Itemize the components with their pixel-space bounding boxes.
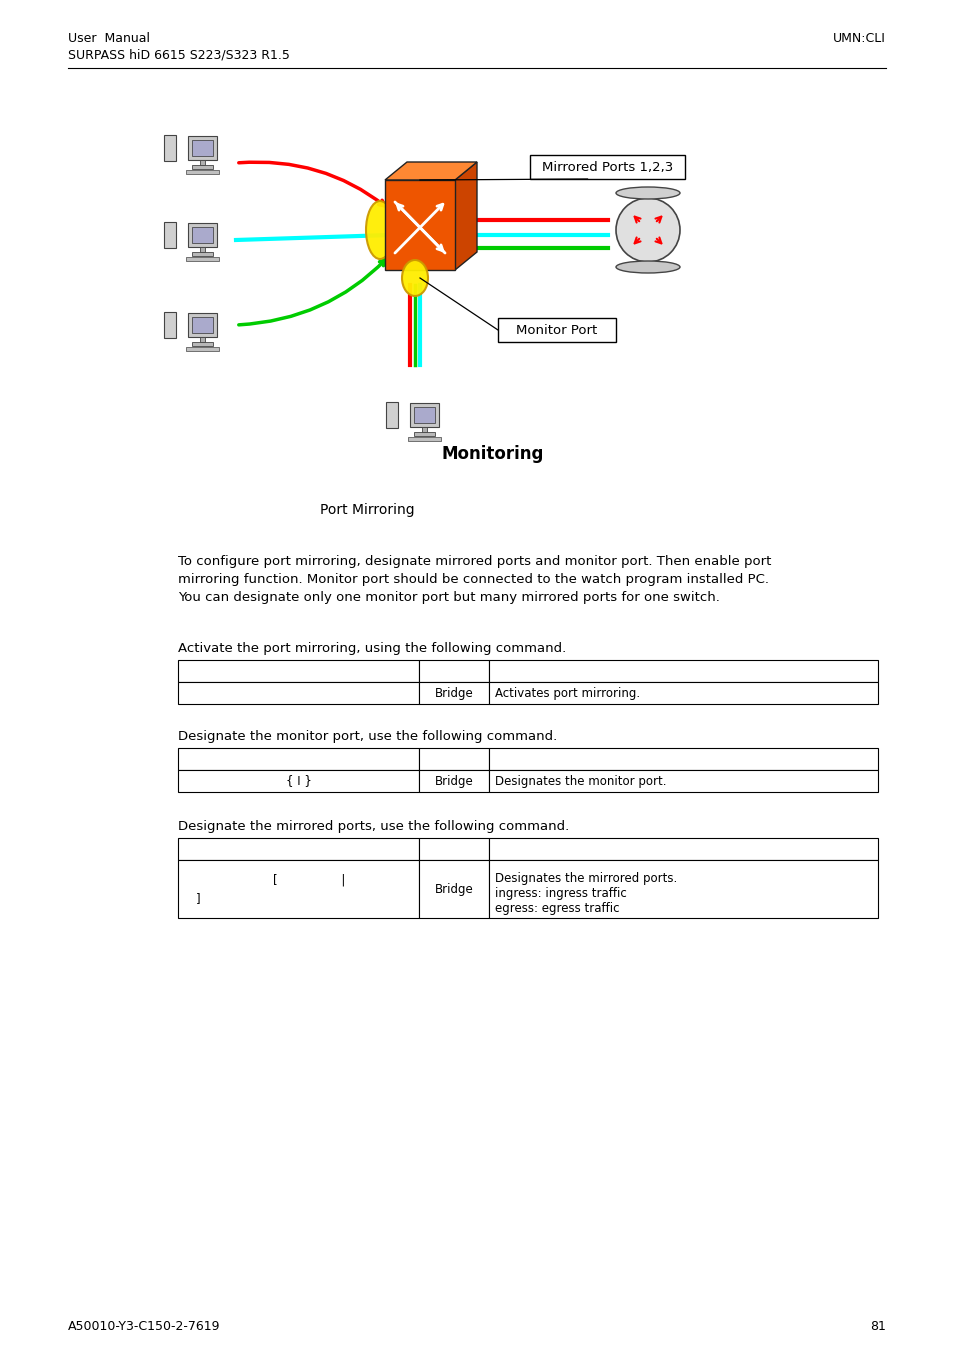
Polygon shape xyxy=(385,162,476,180)
Bar xyxy=(414,432,435,436)
Bar xyxy=(199,159,205,165)
Bar xyxy=(188,136,216,159)
Bar xyxy=(192,227,213,243)
Bar xyxy=(186,170,218,174)
Bar xyxy=(186,256,218,261)
Ellipse shape xyxy=(366,201,394,259)
Bar xyxy=(164,223,176,247)
Bar xyxy=(489,748,877,770)
Circle shape xyxy=(616,198,679,262)
Text: Activate the port mirroring, using the following command.: Activate the port mirroring, using the f… xyxy=(178,643,566,655)
Bar xyxy=(192,140,213,157)
Bar xyxy=(192,317,213,333)
Bar xyxy=(164,312,176,338)
Ellipse shape xyxy=(616,261,679,273)
Bar xyxy=(192,342,213,346)
Text: UMN:CLI: UMN:CLI xyxy=(832,32,885,45)
Bar xyxy=(419,860,489,918)
Bar xyxy=(489,769,877,792)
Bar xyxy=(178,769,419,792)
Polygon shape xyxy=(455,162,476,270)
Text: Bridge: Bridge xyxy=(435,687,474,699)
Bar xyxy=(178,682,419,703)
Bar xyxy=(419,682,489,703)
Bar xyxy=(199,247,205,252)
Text: Port Mirroring: Port Mirroring xyxy=(319,504,415,517)
Bar xyxy=(414,406,435,423)
Text: mirroring function. Monitor port should be connected to the watch program instal: mirroring function. Monitor port should … xyxy=(178,572,768,586)
Text: You can designate only one monitor port but many mirrored ports for one switch.: You can designate only one monitor port … xyxy=(178,591,720,603)
Text: Designate the mirrored ports, use the following command.: Designate the mirrored ports, use the fo… xyxy=(178,819,569,833)
Bar xyxy=(530,155,684,180)
Text: { I }: { I } xyxy=(286,775,312,787)
Bar xyxy=(408,436,440,441)
Text: egress: egress traffic: egress: egress traffic xyxy=(495,902,619,915)
Text: [                 |: [ | xyxy=(273,873,345,887)
Text: Monitoring: Monitoring xyxy=(441,446,544,463)
Text: Monitor Port: Monitor Port xyxy=(516,324,597,338)
Bar xyxy=(497,319,616,342)
Bar xyxy=(164,135,176,161)
Text: Designate the monitor port, use the following command.: Designate the monitor port, use the foll… xyxy=(178,730,557,742)
Bar xyxy=(385,180,455,270)
Text: SURPASS hiD 6615 S223/S323 R1.5: SURPASS hiD 6615 S223/S323 R1.5 xyxy=(68,49,290,61)
Text: ]: ] xyxy=(195,892,200,904)
Ellipse shape xyxy=(401,261,428,296)
Bar xyxy=(199,336,205,342)
Bar xyxy=(192,252,213,255)
Bar xyxy=(178,748,419,770)
Text: 81: 81 xyxy=(869,1320,885,1332)
Text: Designates the mirrored ports.: Designates the mirrored ports. xyxy=(495,872,677,886)
Bar xyxy=(421,427,427,432)
Bar xyxy=(489,660,877,682)
Bar xyxy=(419,769,489,792)
Ellipse shape xyxy=(616,188,679,198)
Bar xyxy=(192,165,213,169)
Bar xyxy=(489,860,877,918)
Text: ingress: ingress traffic: ingress: ingress traffic xyxy=(495,887,626,900)
Bar xyxy=(188,313,216,336)
Bar xyxy=(188,223,216,247)
Bar xyxy=(186,347,218,351)
Bar xyxy=(489,682,877,703)
Text: Designates the monitor port.: Designates the monitor port. xyxy=(495,775,666,787)
Bar xyxy=(410,404,438,427)
Text: Activates port mirroring.: Activates port mirroring. xyxy=(495,687,640,699)
Text: User  Manual: User Manual xyxy=(68,32,150,45)
Bar xyxy=(178,660,419,682)
Bar xyxy=(385,402,398,428)
Bar xyxy=(489,838,877,860)
Text: Bridge: Bridge xyxy=(435,883,474,895)
Text: Mirrored Ports 1,2,3: Mirrored Ports 1,2,3 xyxy=(541,162,673,174)
Text: A50010-Y3-C150-2-7619: A50010-Y3-C150-2-7619 xyxy=(68,1320,220,1332)
Bar xyxy=(178,838,419,860)
Text: To configure port mirroring, designate mirrored ports and monitor port. Then ena: To configure port mirroring, designate m… xyxy=(178,555,771,568)
Bar xyxy=(419,748,489,770)
Text: Bridge: Bridge xyxy=(435,775,474,787)
Bar xyxy=(178,860,419,918)
Bar xyxy=(419,838,489,860)
Bar xyxy=(419,660,489,682)
